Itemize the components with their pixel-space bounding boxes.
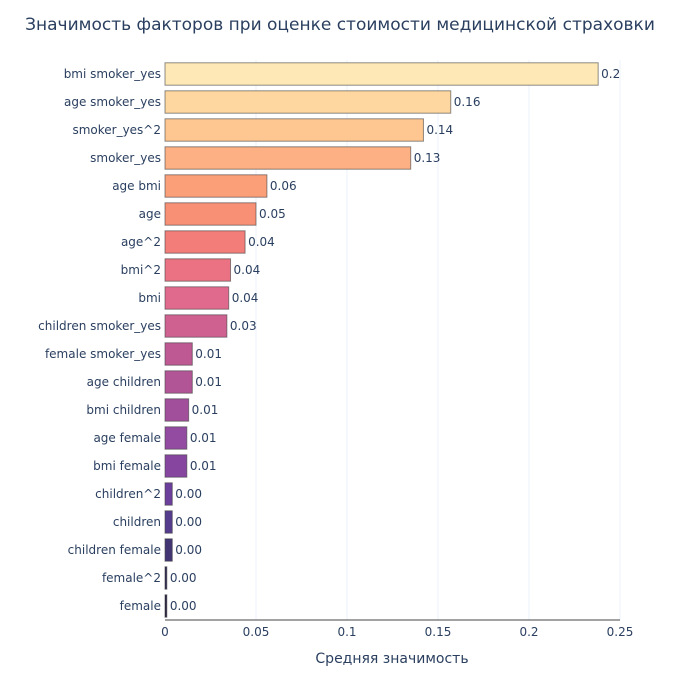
x-tick-label: 0.15 (425, 625, 452, 639)
chart-title: Значимость факторов при оценке стоимости… (25, 15, 655, 35)
data-label: 0.00 (175, 515, 202, 529)
x-tick-label: 0.05 (243, 625, 270, 639)
data-label: 0.04 (232, 291, 259, 305)
data-label: 0.04 (234, 263, 261, 277)
bar (164, 342, 193, 366)
y-tick-label: female smoker_yes (45, 347, 161, 361)
y-tick-label: female^2 (102, 571, 161, 585)
data-label: 0.13 (414, 151, 441, 165)
bar (164, 566, 168, 590)
x-tick-labels: 0 0.05 0.1 0.15 0.2 0.25 (161, 625, 633, 639)
y-tick-label: children female (68, 543, 161, 557)
bar (164, 314, 228, 338)
y-tick-label: age smoker_yes (64, 95, 161, 109)
bar (164, 370, 193, 394)
data-label: 0.00 (170, 599, 197, 613)
data-label: 0.14 (426, 123, 453, 137)
y-tick-label: bmi female (93, 459, 161, 473)
bar (164, 146, 412, 170)
x-tick-label: 0.25 (607, 625, 634, 639)
grid-lines (255, 60, 621, 620)
bar (164, 510, 173, 534)
data-label: 0.01 (195, 347, 222, 361)
bar (164, 398, 190, 422)
x-tick-label: 0 (161, 625, 169, 639)
bar (164, 594, 168, 618)
bar (164, 258, 232, 282)
y-tick-label: children^2 (95, 487, 161, 501)
bar (164, 426, 188, 450)
bars (164, 62, 599, 618)
data-label: 0.01 (190, 431, 217, 445)
bar (164, 202, 257, 226)
y-tick-label: age (139, 207, 161, 221)
data-label: 0.03 (230, 319, 257, 333)
data-labels: 0.2 0.160.14 0.13 0.06 0.05 0.04 0.04 0.04 0.03 0… (170, 67, 620, 613)
bar (164, 62, 599, 86)
bar (164, 286, 230, 310)
y-tick-label: age^2 (121, 235, 161, 249)
y-tick-label: children (113, 515, 161, 529)
data-label: 0.01 (192, 403, 219, 417)
y-tick-label: age children (87, 375, 161, 389)
bar (164, 90, 452, 114)
y-tick-label: age female (93, 431, 161, 445)
y-tick-label: smoker_yes^2 (72, 123, 161, 137)
bar (164, 482, 173, 506)
data-label: 0.01 (190, 459, 217, 473)
data-label: 0.06 (270, 179, 297, 193)
bar (164, 230, 246, 254)
data-label: 0.01 (195, 375, 222, 389)
bar (164, 538, 173, 562)
data-label: 0.00 (175, 543, 202, 557)
y-tick-label: bmi children (86, 403, 161, 417)
y-tick-label: bmi (138, 291, 161, 305)
data-label: 0.04 (248, 235, 275, 249)
x-tick-label: 0.2 (519, 625, 538, 639)
x-axis-label: Средняя значимость (315, 651, 468, 667)
bar (164, 174, 268, 198)
y-tick-label: female (120, 599, 161, 613)
data-label: 0.2 (601, 67, 620, 81)
data-label: 0.05 (259, 207, 286, 221)
x-tick-label: 0.1 (337, 625, 356, 639)
data-label: 0.16 (454, 95, 481, 109)
bar (164, 454, 188, 478)
y-tick-label: children smoker_yes (38, 319, 161, 333)
y-tick-label: bmi^2 (121, 263, 161, 277)
data-label: 0.00 (175, 487, 202, 501)
data-label: 0.00 (170, 571, 197, 585)
y-tick-label: smoker_yes (90, 151, 161, 165)
y-tick-label: age bmi (112, 179, 161, 193)
bar (164, 118, 424, 142)
y-tick-label: bmi smoker_yes (64, 67, 161, 81)
